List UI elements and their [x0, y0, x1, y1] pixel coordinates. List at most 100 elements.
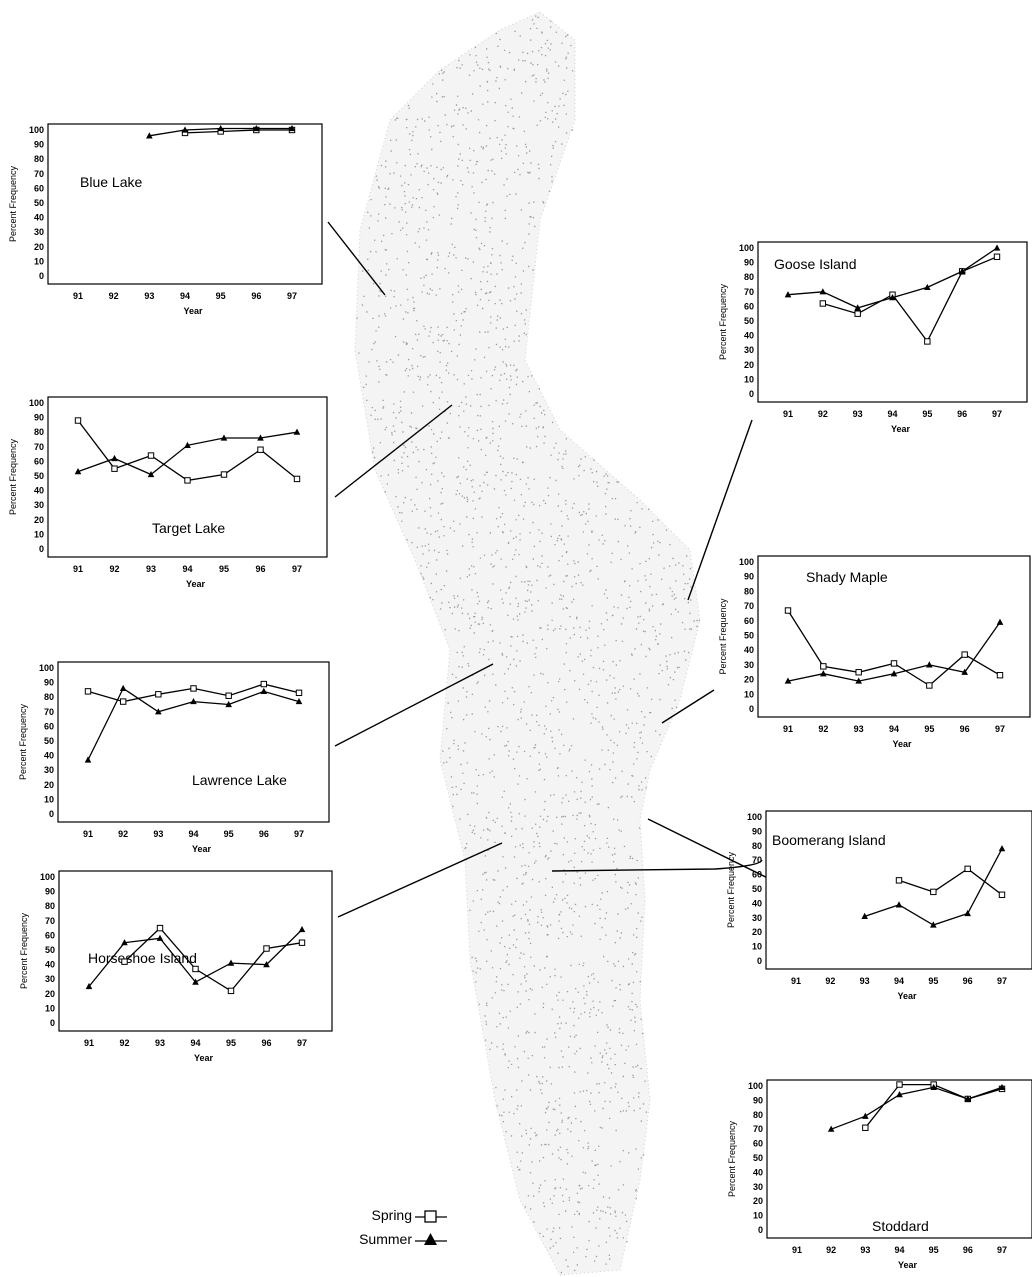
lawrence-lake-ytick-label: 30 — [44, 765, 54, 775]
blue-lake-ytick-label: 50 — [34, 198, 44, 208]
goose-island-ytick-label: 90 — [744, 258, 754, 268]
lawrence-lake-xtick-label: 92 — [118, 829, 128, 839]
shady-maple-spring-point — [996, 671, 1004, 679]
lawrence-lake-ytick-label: 60 — [44, 721, 54, 731]
blue-lake-summer-point — [181, 126, 189, 133]
lawrence-lake-chart: 0 10 20 30 40 50 60 70 80 90 100 Percent Frequency 9… — [18, 661, 330, 854]
blue-lake-spring-line — [184, 129, 292, 134]
goose-island-xtick-label: 96 — [957, 409, 967, 419]
shady-maple-ytick-label: 20 — [744, 675, 754, 685]
goose-island-xtick-label: 95 — [922, 409, 932, 419]
shady-maple-ytick-label: 40 — [744, 645, 754, 655]
blue-lake-leader — [327, 221, 386, 296]
blue-lake-ytick-label: 70 — [34, 169, 44, 179]
target-lake-chart: 0 10 20 30 40 50 60 70 80 90 100 Percent Frequency 9… — [8, 396, 328, 589]
target-lake-ytick-label: 90 — [34, 413, 44, 423]
boomerang-island-spring-point — [998, 891, 1006, 898]
blue-lake-title: Blue Lake — [80, 174, 142, 190]
horseshoe-island-summer-point — [192, 978, 199, 985]
boomerang-island-xtick-label: 92 — [825, 976, 835, 986]
boomerang-island-xtick-label: 94 — [894, 976, 904, 986]
blue-lake-xtick-label: 97 — [287, 291, 297, 301]
lawrence-lake-ylabel: Percent Frequency — [18, 703, 28, 780]
target-lake-spring-point — [220, 471, 228, 478]
lawrence-lake-spring-point — [84, 688, 92, 695]
boomerang-island-xlabel: Year — [897, 991, 917, 1001]
lawrence-lake-xtick-label: 94 — [188, 829, 198, 839]
lawrence-lake-summer-point — [190, 697, 197, 705]
horseshoe-island-xtick-label: 96 — [261, 1038, 271, 1048]
boomerang-island-summer-point — [861, 912, 868, 919]
blue-lake-xtick-label: 92 — [109, 291, 119, 301]
lawrence-lake-ytick-label: 100 — [39, 663, 54, 673]
legend-spring-label: Spring — [371, 1207, 412, 1223]
stoddard-ytick-label: 60 — [753, 1139, 763, 1149]
shady-maple-summer-point — [926, 661, 933, 668]
legend-spring: Spring — [330, 1205, 450, 1227]
target-lake-ytick-label: 50 — [34, 471, 44, 481]
goose-island-summer-point — [784, 291, 792, 298]
blue-lake-xtick-label: 91 — [73, 291, 83, 301]
horseshoe-island-xtick-label: 97 — [297, 1038, 307, 1048]
boomerang-island-ytick-label: 70 — [752, 855, 762, 865]
goose-island-frame — [757, 241, 1028, 403]
stoddard-ytick-label: 30 — [753, 1182, 763, 1192]
blue-lake-summer-point — [146, 132, 153, 139]
goose-island-xtick-label: 94 — [887, 409, 897, 419]
goose-island-chart: 0 10 20 30 40 50 60 70 80 90 100 Percent Frequency 9… — [718, 241, 1028, 434]
goose-island-summer-point — [854, 304, 861, 311]
shady-maple-leader — [661, 689, 715, 724]
horseshoe-island-ytick-label: 40 — [45, 960, 55, 970]
horseshoe-island-summer-point — [298, 925, 306, 933]
horseshoe-island-summer-point — [227, 959, 235, 966]
horseshoe-island-frame — [58, 870, 333, 1032]
lawrence-lake-xlabel: Year — [192, 844, 212, 854]
boomerang-island-summer-point — [930, 921, 937, 928]
horseshoe-island-ytick-label: 60 — [45, 930, 55, 940]
shady-maple-frame — [757, 555, 1031, 718]
legend-summer-label: Summer — [359, 1231, 412, 1247]
stoddard-xlabel: Year — [898, 1260, 918, 1270]
horseshoe-island-ytick-label: 10 — [45, 1003, 55, 1013]
lawrence-lake-xtick-label: 96 — [259, 829, 269, 839]
goose-island-xtick-label: 97 — [992, 409, 1002, 419]
shady-maple-ytick-label: 30 — [744, 660, 754, 670]
shady-maple-spring-point — [820, 663, 827, 670]
stoddard-spring-point — [862, 1124, 869, 1131]
boomerang-island-ytick-label: 10 — [752, 942, 762, 952]
shady-maple-ytick-label: 10 — [744, 689, 754, 699]
shady-maple-summer-point — [855, 677, 862, 684]
target-lake-ytick-label: 70 — [34, 442, 44, 452]
goose-island-title: Goose Island — [774, 256, 857, 272]
shady-maple-xtick-label: 92 — [818, 724, 828, 734]
stoddard-xtick-label: 97 — [997, 1245, 1007, 1255]
shady-maple-title: Shady Maple — [806, 569, 888, 585]
stoddard-ylabel: Percent Frequency — [727, 1120, 737, 1197]
goose-island-ylabel: Percent Frequency — [718, 283, 728, 360]
blue-lake-ytick-label: 40 — [34, 213, 44, 223]
blue-lake-ytick-label: 10 — [34, 256, 44, 266]
horseshoe-island-summer-point — [156, 934, 164, 941]
goose-island-ytick-label: 20 — [744, 360, 754, 370]
goose-island-ytick-label: 60 — [744, 301, 754, 311]
target-lake-summer-point — [74, 468, 82, 475]
target-lake-xtick-label: 97 — [292, 564, 302, 574]
goose-island-xlabel: Year — [891, 424, 911, 434]
target-lake-spring-point — [293, 475, 301, 483]
goose-island-ytick-label: 70 — [744, 287, 754, 297]
shady-maple-spring-point — [855, 669, 862, 676]
horseshoe-island-spring-point — [298, 939, 306, 946]
boomerang-island-ytick-label: 0 — [757, 956, 762, 966]
stoddard-ytick-label: 10 — [753, 1211, 763, 1221]
target-lake-ytick-label: 0 — [39, 544, 44, 554]
lawrence-lake-spring-point — [295, 689, 303, 697]
shady-maple-spring-point — [926, 682, 933, 689]
lawrence-lake-ytick-label: 90 — [44, 678, 54, 688]
lawrence-lake-ytick-label: 20 — [44, 780, 54, 790]
stoddard-spring-point — [896, 1081, 903, 1088]
boomerang-island-xtick-label: 91 — [791, 976, 801, 986]
goose-island-spring-point — [819, 300, 827, 307]
horseshoe-island-spring-point — [121, 958, 128, 965]
